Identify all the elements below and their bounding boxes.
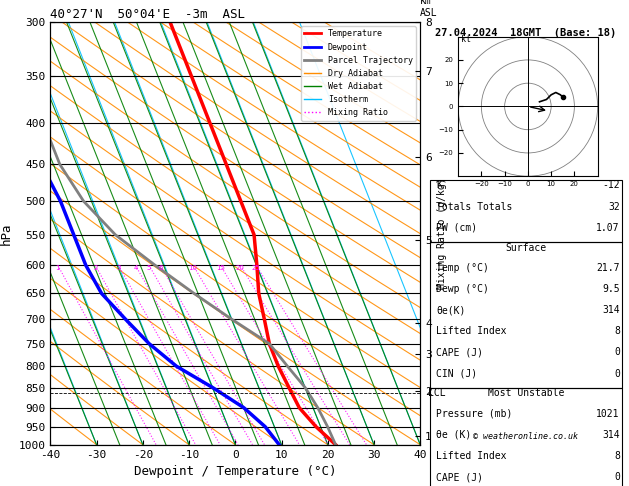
Text: 2: 2 — [93, 265, 97, 271]
Bar — [430, 242, 622, 388]
Text: 0: 0 — [614, 472, 620, 482]
Text: θe(K): θe(K) — [436, 305, 465, 315]
Text: CAPE (J): CAPE (J) — [436, 472, 483, 482]
Text: -12: -12 — [602, 180, 620, 191]
Text: Temp (°C): Temp (°C) — [436, 263, 489, 273]
Bar — [430, 388, 622, 486]
Text: Dewp (°C): Dewp (°C) — [436, 284, 489, 294]
Text: 1021: 1021 — [596, 409, 620, 419]
X-axis label: Dewpoint / Temperature (°C): Dewpoint / Temperature (°C) — [134, 465, 337, 478]
Text: 9.5: 9.5 — [602, 284, 620, 294]
Text: PW (cm): PW (cm) — [436, 223, 477, 233]
Legend: Temperature, Dewpoint, Parcel Trajectory, Dry Adiabat, Wet Adiabat, Isotherm, Mi: Temperature, Dewpoint, Parcel Trajectory… — [301, 26, 416, 121]
Text: 0: 0 — [614, 347, 620, 357]
Text: Lifted Index: Lifted Index — [436, 451, 506, 461]
Text: 21.7: 21.7 — [596, 263, 620, 273]
Text: 8: 8 — [614, 451, 620, 461]
Text: Totals Totals: Totals Totals — [436, 202, 512, 211]
Text: 3: 3 — [116, 265, 121, 271]
Text: Lifted Index: Lifted Index — [436, 326, 506, 336]
Text: 314: 314 — [602, 430, 620, 440]
Text: 15: 15 — [216, 265, 225, 271]
Text: Surface: Surface — [505, 243, 547, 253]
Text: 1.07: 1.07 — [596, 223, 620, 233]
Text: 32: 32 — [608, 202, 620, 211]
Text: 6: 6 — [158, 265, 162, 271]
Text: 4: 4 — [133, 265, 138, 271]
Text: Pressure (mb): Pressure (mb) — [436, 409, 512, 419]
Text: km
ASL: km ASL — [420, 0, 438, 17]
Text: 1: 1 — [55, 265, 60, 271]
Text: 40°27'N  50°04'E  -3m  ASL: 40°27'N 50°04'E -3m ASL — [50, 8, 245, 21]
Text: © weatheronline.co.uk: © weatheronline.co.uk — [474, 433, 579, 441]
Text: 314: 314 — [602, 305, 620, 315]
Y-axis label: hPa: hPa — [0, 222, 13, 244]
Text: θe (K): θe (K) — [436, 430, 471, 440]
Text: 5: 5 — [147, 265, 151, 271]
Text: K: K — [436, 180, 442, 191]
Text: Most Unstable: Most Unstable — [487, 388, 564, 399]
Text: CAPE (J): CAPE (J) — [436, 347, 483, 357]
Text: 8: 8 — [614, 326, 620, 336]
Text: 0: 0 — [614, 368, 620, 379]
Text: CIN (J): CIN (J) — [436, 368, 477, 379]
Text: 27.04.2024  18GMT  (Base: 18): 27.04.2024 18GMT (Base: 18) — [435, 28, 616, 38]
Bar — [430, 180, 622, 242]
Y-axis label: Mixing Ratio (g/kg): Mixing Ratio (g/kg) — [437, 177, 447, 289]
Text: LCL: LCL — [428, 387, 445, 398]
Text: 20: 20 — [236, 265, 245, 271]
Text: 10: 10 — [189, 265, 198, 271]
Text: 25: 25 — [252, 265, 260, 271]
